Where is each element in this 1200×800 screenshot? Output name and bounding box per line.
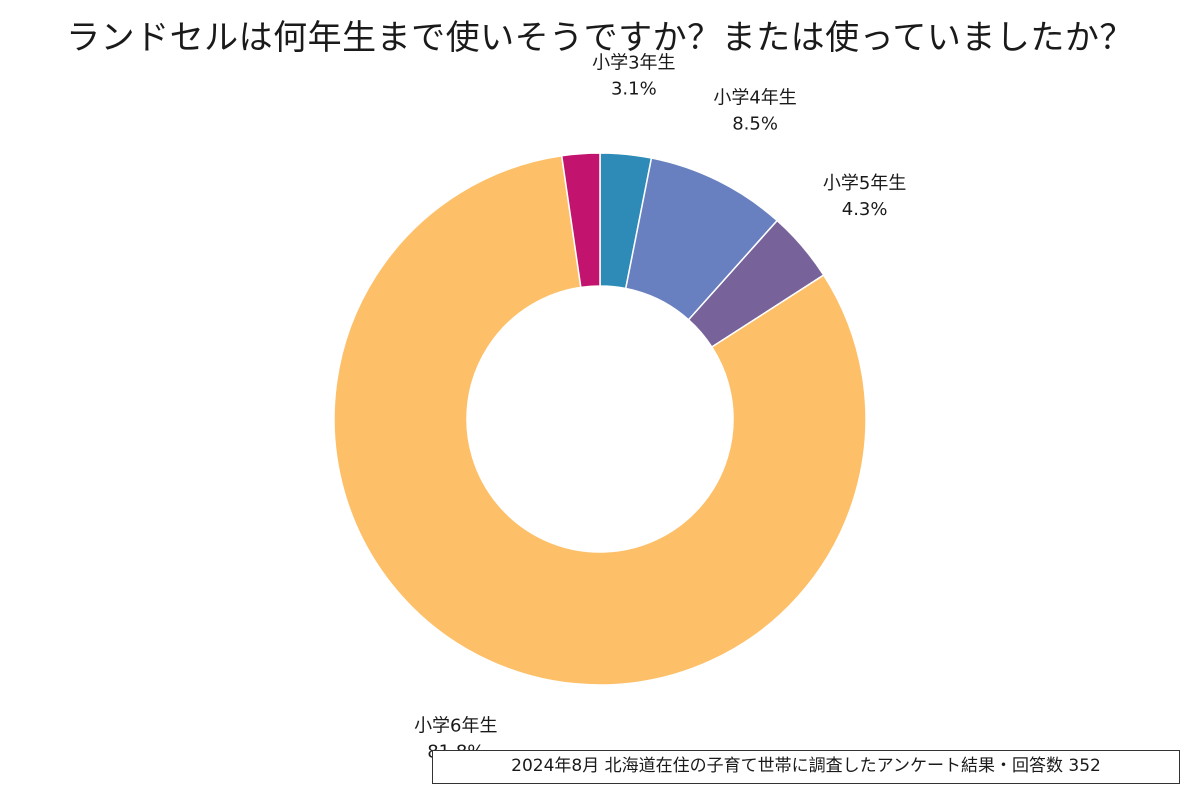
- chart-title: ランドセルは何年生まで使いそうですか？または使っていましたか？: [66, 18, 1134, 58]
- slice-category-label: 小学5年生: [823, 173, 906, 194]
- slice-value-label: 8.5%: [732, 113, 778, 134]
- donut-slice-3: [333, 154, 867, 686]
- slice-label-2: 小学5年生 4.3%: [823, 173, 906, 220]
- slice-category-label: 小学3年生: [592, 53, 675, 74]
- slice-category-label: 小学6年生: [414, 716, 497, 737]
- slice-value-label: 3.1%: [611, 79, 657, 100]
- slice-label-1: 小学4年生 8.5%: [713, 87, 796, 134]
- slice-value-label: 4.3%: [842, 199, 888, 220]
- source-note: 2024年8月 北海道在住の子育て世帯に調査したアンケート結果・回答数 352: [432, 750, 1180, 784]
- slice-label-0: 小学3年生 3.1%: [592, 53, 675, 100]
- donut-slice-4: [560, 152, 601, 289]
- slice-category-label: 小学4年生: [713, 87, 796, 108]
- slices-group: [333, 152, 867, 686]
